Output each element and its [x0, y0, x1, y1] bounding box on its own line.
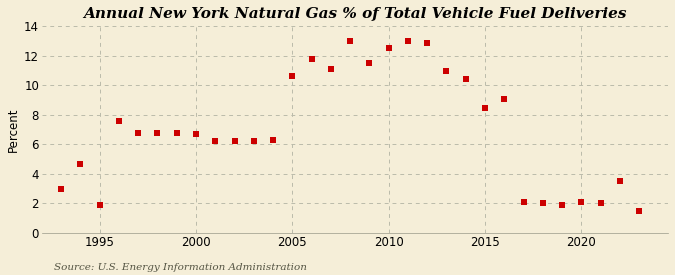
Point	[133, 130, 144, 135]
Point	[402, 39, 413, 43]
Point	[190, 132, 201, 136]
Point	[383, 46, 394, 51]
Point	[364, 61, 375, 65]
Point	[345, 39, 356, 43]
Y-axis label: Percent: Percent	[7, 108, 20, 152]
Point	[557, 203, 568, 207]
Point	[634, 209, 645, 213]
Point	[422, 40, 433, 45]
Point	[56, 186, 67, 191]
Point	[614, 179, 625, 183]
Text: Source: U.S. Energy Information Administration: Source: U.S. Energy Information Administ…	[54, 263, 307, 272]
Point	[210, 139, 221, 144]
Point	[595, 201, 606, 206]
Point	[287, 74, 298, 79]
Point	[441, 68, 452, 73]
Point	[537, 201, 548, 206]
Point	[95, 203, 105, 207]
Point	[268, 138, 279, 142]
Point	[248, 139, 259, 144]
Point	[460, 77, 471, 82]
Point	[171, 130, 182, 135]
Point	[576, 200, 587, 204]
Point	[480, 105, 491, 110]
Point	[229, 139, 240, 144]
Point	[306, 57, 317, 61]
Title: Annual New York Natural Gas % of Total Vehicle Fuel Deliveries: Annual New York Natural Gas % of Total V…	[83, 7, 626, 21]
Point	[325, 67, 336, 71]
Point	[75, 161, 86, 166]
Point	[499, 97, 510, 101]
Point	[518, 200, 529, 204]
Point	[152, 130, 163, 135]
Point	[113, 119, 124, 123]
